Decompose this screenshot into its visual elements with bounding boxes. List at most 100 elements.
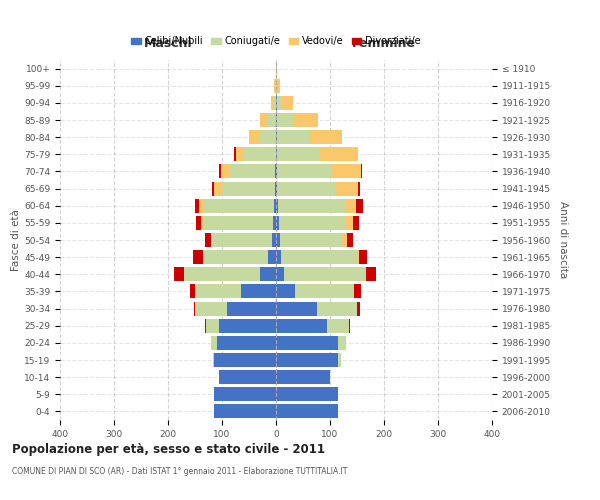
Bar <box>276 130 277 144</box>
Bar <box>281 250 357 264</box>
Bar <box>278 78 280 92</box>
Bar <box>320 148 358 162</box>
Bar <box>280 233 343 247</box>
Bar <box>293 113 317 127</box>
Bar <box>276 284 295 298</box>
Bar <box>366 268 376 281</box>
Bar <box>206 318 220 332</box>
Bar <box>276 336 338 350</box>
Bar <box>195 302 227 316</box>
Bar <box>356 198 363 212</box>
Bar <box>276 233 280 247</box>
Bar <box>357 302 360 316</box>
Bar <box>276 302 317 316</box>
Bar <box>214 388 276 402</box>
Text: COMUNE DI PIAN DI SCO (AR) - Dati ISTAT 1° gennaio 2011 - Elaborazione TUTTITALI: COMUNE DI PIAN DI SCO (AR) - Dati ISTAT … <box>12 468 347 476</box>
Bar <box>283 96 293 110</box>
Bar <box>271 96 274 110</box>
Y-axis label: Fasce di età: Fasce di età <box>11 209 21 271</box>
Bar <box>337 182 358 196</box>
Legend: Celibi/Nubili, Coniugati/e, Vedovi/e, Divorziati/e: Celibi/Nubili, Coniugati/e, Vedovi/e, Di… <box>127 32 425 50</box>
Bar <box>175 268 184 281</box>
Bar <box>358 182 360 196</box>
Bar <box>276 198 278 212</box>
Bar <box>276 404 338 418</box>
Bar <box>275 182 276 196</box>
Bar <box>234 148 235 162</box>
Bar <box>260 268 276 281</box>
Text: Popolazione per età, sesso e stato civile - 2011: Popolazione per età, sesso e stato civil… <box>12 442 325 456</box>
Bar <box>276 148 277 162</box>
Bar <box>249 130 260 144</box>
Bar <box>277 164 331 178</box>
Bar <box>277 182 337 196</box>
Bar <box>276 62 277 76</box>
Bar <box>194 302 195 316</box>
Bar <box>276 370 330 384</box>
Bar <box>212 233 272 247</box>
Bar <box>276 353 338 367</box>
Bar <box>190 284 195 298</box>
Bar <box>354 284 361 298</box>
Bar <box>199 198 203 212</box>
Bar <box>275 164 276 178</box>
Bar <box>195 284 241 298</box>
Bar <box>212 182 214 196</box>
Bar <box>276 78 278 92</box>
Bar <box>310 130 342 144</box>
Bar <box>184 268 260 281</box>
Bar <box>365 268 366 281</box>
Bar <box>196 216 201 230</box>
Bar <box>284 268 365 281</box>
Bar <box>276 250 281 264</box>
Bar <box>276 388 338 402</box>
Bar <box>203 216 274 230</box>
Text: Femmine: Femmine <box>352 36 416 50</box>
Bar <box>331 164 361 178</box>
Bar <box>229 164 275 178</box>
Bar <box>276 216 278 230</box>
Bar <box>214 404 276 418</box>
Bar <box>244 148 276 162</box>
Bar <box>275 78 276 92</box>
Bar <box>211 336 217 350</box>
Bar <box>274 216 276 230</box>
Bar <box>295 284 354 298</box>
Bar <box>220 164 221 178</box>
Bar <box>193 250 203 264</box>
Bar <box>214 182 221 196</box>
Bar <box>260 113 268 127</box>
Bar <box>274 96 276 110</box>
Bar <box>276 268 284 281</box>
Bar <box>346 198 356 212</box>
Bar <box>205 233 211 247</box>
Bar <box>227 302 276 316</box>
Bar <box>220 370 276 384</box>
Bar <box>343 233 347 247</box>
Bar <box>346 216 353 230</box>
Bar <box>241 284 276 298</box>
Bar <box>217 336 276 350</box>
Bar <box>203 198 274 212</box>
Bar <box>359 250 367 264</box>
Bar <box>221 164 229 178</box>
Bar <box>220 318 276 332</box>
Bar <box>195 198 199 212</box>
Bar <box>361 164 362 178</box>
Bar <box>353 216 359 230</box>
Bar <box>317 302 357 316</box>
Bar <box>235 148 244 162</box>
Bar <box>276 164 277 178</box>
Bar <box>276 113 277 127</box>
Bar <box>213 353 214 367</box>
Bar <box>272 233 276 247</box>
Bar <box>260 130 276 144</box>
Bar <box>214 353 276 367</box>
Bar <box>211 233 212 247</box>
Bar <box>328 318 349 332</box>
Bar <box>338 353 341 367</box>
Text: Maschi: Maschi <box>143 36 193 50</box>
Bar <box>201 216 203 230</box>
Bar <box>349 318 350 332</box>
Bar <box>203 250 268 264</box>
